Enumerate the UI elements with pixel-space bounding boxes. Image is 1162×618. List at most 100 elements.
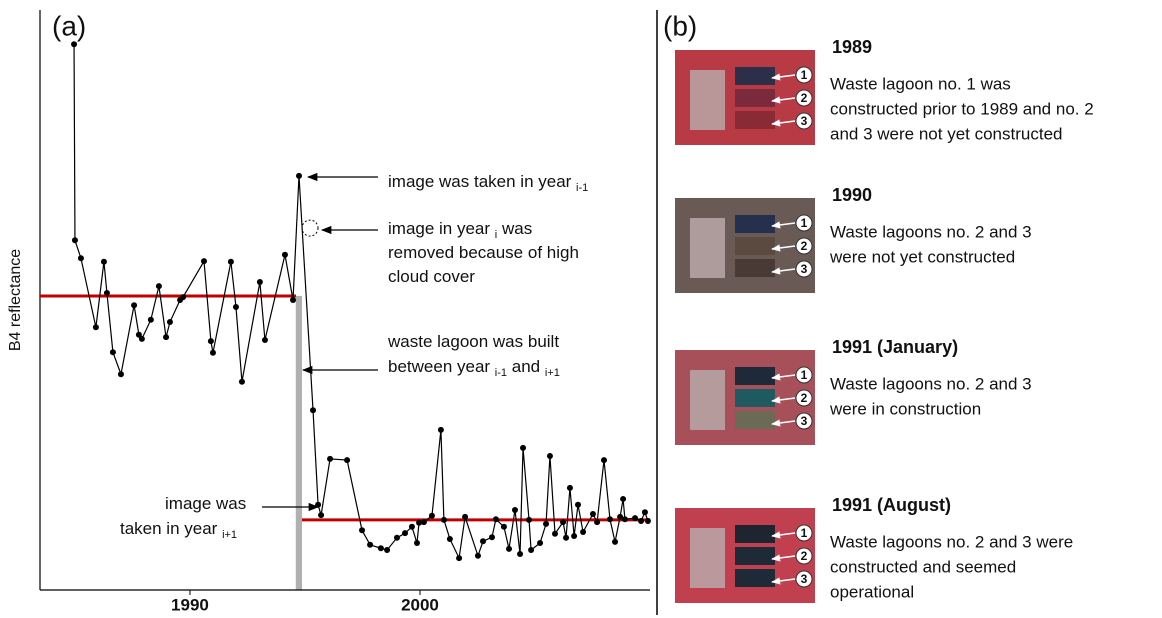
lagoon — [735, 67, 775, 85]
panel-label: (b) — [663, 10, 697, 41]
data-point — [638, 518, 644, 524]
highlight-bar — [296, 296, 302, 590]
entry-year: 1990 — [832, 185, 872, 205]
annotation-subscript: i+1 — [222, 529, 237, 541]
data-point — [394, 535, 400, 541]
entry-text: Waste lagoon no. 1 was — [830, 74, 1011, 93]
data-point — [547, 453, 553, 459]
data-point — [359, 527, 365, 533]
annotation-text: image was taken in year — [388, 172, 576, 191]
data-point — [580, 529, 586, 535]
marker-label: 1 — [801, 68, 808, 82]
data-point — [118, 371, 124, 377]
marker-label: 3 — [801, 414, 808, 428]
annotation-text: and — [507, 357, 545, 376]
entry-text: operational — [830, 582, 914, 601]
data-point — [520, 445, 526, 451]
data-point — [607, 516, 613, 522]
data-point — [642, 509, 648, 515]
data-point — [526, 517, 532, 523]
entry-text: Waste lagoons no. 2 and 3 — [830, 222, 1032, 241]
data-point — [512, 507, 518, 513]
data-point — [78, 255, 84, 261]
data-point — [148, 317, 154, 323]
data-point — [131, 302, 137, 308]
data-point — [489, 534, 495, 540]
data-point — [493, 516, 499, 522]
annotation: removed because of high — [388, 243, 579, 262]
removed-point — [302, 220, 318, 236]
data-point — [620, 496, 626, 502]
data-point — [506, 546, 512, 552]
data-point — [571, 533, 577, 539]
data-point — [101, 259, 107, 265]
data-point — [163, 334, 169, 340]
marker-label: 1 — [801, 526, 808, 540]
annotation: taken in year i+1 — [120, 519, 237, 540]
annotation-text: image was — [165, 494, 246, 513]
annotation-text: between year — [388, 357, 495, 376]
data-point — [239, 379, 245, 385]
entry-text: constructed prior to 1989 and no. 2 — [830, 99, 1094, 118]
entry-text: Waste lagoons no. 2 and 3 were — [830, 532, 1073, 551]
marker-label: 3 — [801, 262, 808, 276]
annotation: image was taken in year i-1 — [388, 172, 588, 193]
data-point — [180, 294, 186, 300]
data-point — [475, 553, 481, 559]
entry-year: 1989 — [832, 37, 872, 57]
annotation-text: waste lagoon was built — [387, 332, 559, 351]
data-point — [501, 524, 507, 530]
lagoon — [735, 411, 775, 429]
data-point — [296, 173, 302, 179]
entry-year: 1991 (January) — [832, 337, 958, 357]
data-point — [139, 336, 145, 342]
data-point — [93, 324, 99, 330]
annotation: between year i-1 and i+1 — [388, 357, 560, 378]
data-point — [318, 512, 324, 518]
data-point — [622, 516, 628, 522]
building — [690, 218, 725, 278]
marker-label: 2 — [801, 549, 808, 563]
annotation: image was — [165, 494, 246, 513]
data-point — [210, 350, 216, 356]
data-point — [262, 337, 268, 343]
entry-text: constructed and seemed — [830, 557, 1016, 576]
data-point — [537, 540, 543, 546]
data-point — [71, 41, 77, 47]
annotation: waste lagoon was built — [387, 332, 559, 351]
marker-label: 2 — [801, 239, 808, 253]
data-point — [438, 427, 444, 433]
data-point — [594, 519, 600, 525]
entry-text: Waste lagoons no. 2 and 3 — [830, 374, 1032, 393]
data-point — [563, 535, 569, 541]
data-point — [414, 540, 420, 546]
data-point — [104, 290, 110, 296]
marker-label: 2 — [801, 91, 808, 105]
figure: (a) (b) B4 reflectance 19902000image was… — [0, 0, 1162, 618]
lagoon — [735, 389, 775, 407]
annotation-text: was — [497, 219, 532, 238]
entry-text: were in construction — [829, 399, 981, 418]
building — [690, 528, 725, 588]
panel-label: (a) — [52, 10, 86, 41]
marker-label: 3 — [801, 114, 808, 128]
data-point — [456, 555, 462, 561]
data-point — [441, 517, 447, 523]
data-point — [429, 513, 435, 519]
data-point — [575, 502, 581, 508]
data-point — [480, 538, 486, 544]
lagoon — [735, 237, 775, 255]
data-point — [290, 297, 296, 303]
data-point — [552, 531, 558, 537]
data-point — [228, 259, 234, 265]
data-point — [378, 545, 384, 551]
x-tick-label: 2000 — [401, 595, 439, 614]
annotation-text: image in year — [388, 219, 495, 238]
data-point — [517, 551, 523, 557]
lagoon — [735, 89, 775, 107]
annotation-subscript: i-1 — [495, 367, 507, 379]
data-point — [167, 319, 173, 325]
building — [690, 70, 725, 130]
marker-label: 2 — [801, 391, 808, 405]
data-point — [367, 542, 373, 548]
